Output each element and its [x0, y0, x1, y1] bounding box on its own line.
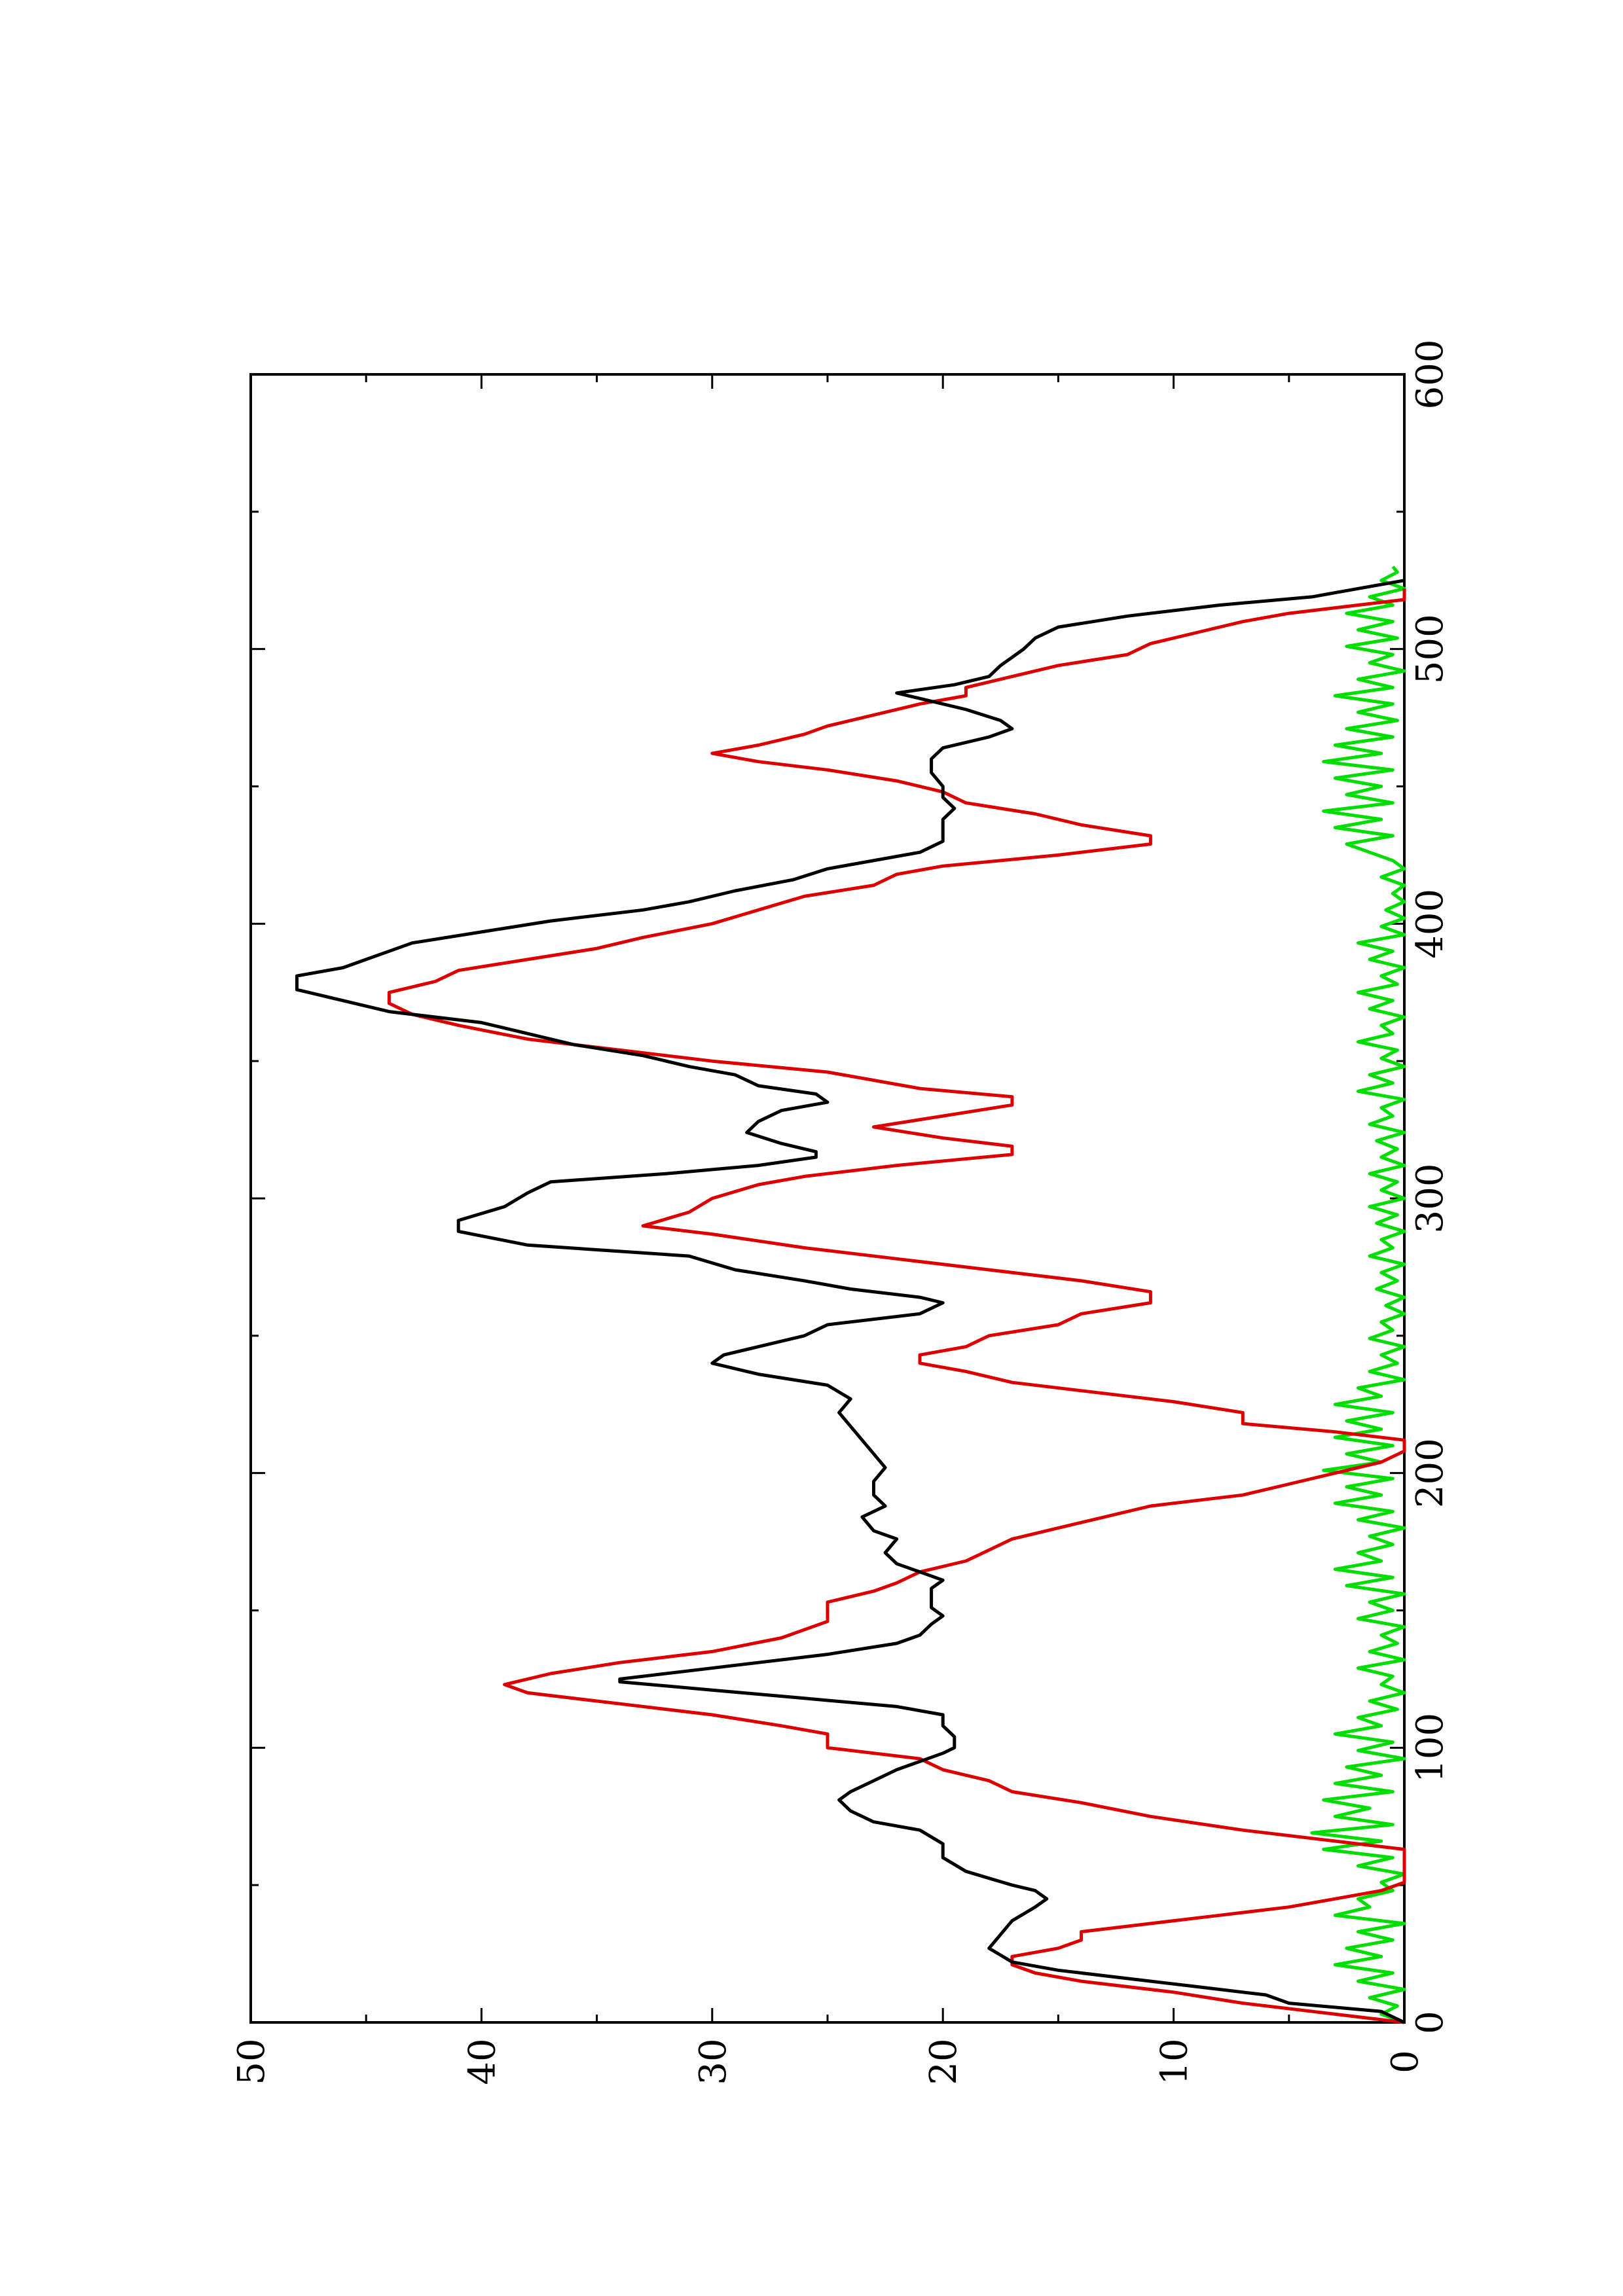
x-tick-label: 400 [1409, 889, 1451, 959]
y-tick-label: 20 [922, 2038, 965, 2085]
series-line-2 [387, 588, 1406, 2024]
y-tick-label: 10 [1154, 2038, 1196, 2085]
x-tick-label: 0 [1409, 2011, 1451, 2034]
x-tick-label: 200 [1409, 1438, 1451, 1508]
y-tick-label: 30 [692, 2038, 735, 2085]
plot-frame [249, 373, 1406, 2024]
y-tick-label: 50 [230, 2038, 273, 2085]
x-tick-label: 600 [1409, 340, 1451, 410]
series-line-3 [1310, 565, 1406, 2024]
x-tick-label: 300 [1409, 1164, 1451, 1234]
series-group [295, 565, 1406, 2024]
axis-tick-labels: 0 100 200 300 400 500 600 0 10 20 30 40 50 [230, 340, 1451, 2085]
y-tick-label: 40 [461, 2038, 503, 2085]
series-line-1 [295, 579, 1406, 2024]
axis-ticks [249, 373, 1406, 2024]
x-tick-label: 100 [1409, 1713, 1451, 1783]
y-tick-label: 0 [1384, 2050, 1427, 2073]
x-tick-label: 500 [1409, 614, 1451, 684]
